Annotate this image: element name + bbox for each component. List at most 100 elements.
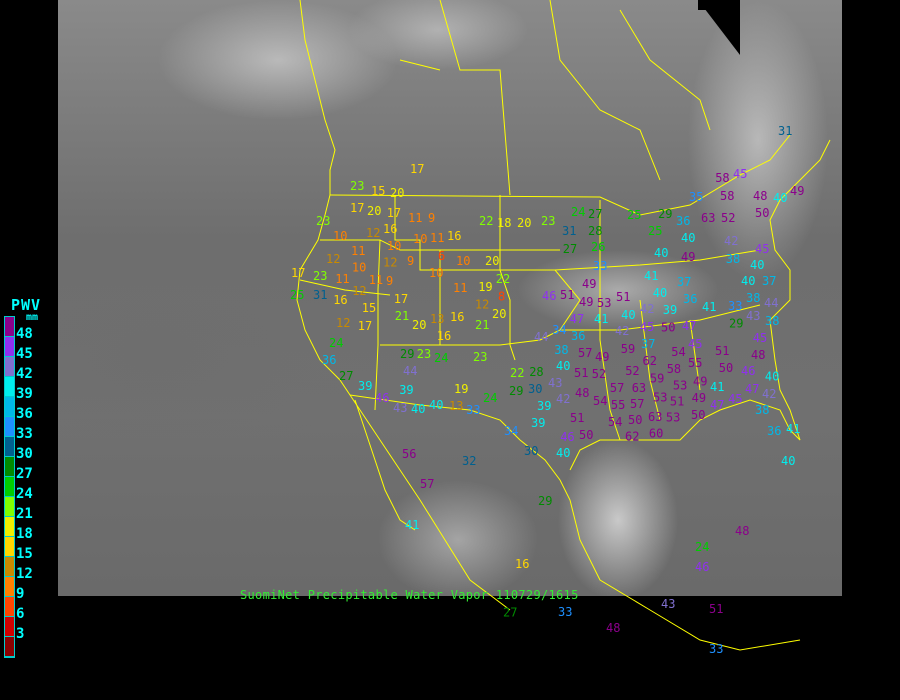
legend-title: PWV [11,296,42,314]
station-pwv-value: 31 [313,288,327,302]
legend-tick: 42 [16,366,33,382]
station-pwv-value: 36 [767,424,781,438]
station-pwv-value: 62 [643,354,657,368]
boundary-line [374,239,381,411]
station-pwv-value: 57 [578,346,592,360]
station-pwv-value: 9 [428,211,435,225]
legend-color-bar [4,316,15,658]
station-pwv-value: 63 [648,410,662,424]
legend-tick: 3 [16,626,25,642]
station-pwv-value: 53 [597,296,611,310]
station-pwv-value: 40 [750,258,764,272]
legend-tick: 30 [16,446,33,462]
station-pwv-value: 41 [702,300,716,314]
station-pwv-value: 51 [715,344,729,358]
legend-tick: 36 [16,406,33,422]
station-pwv-value: 15 [362,301,376,315]
station-pwv-value: 38 [755,403,769,417]
station-pwv-value: 28 [529,365,543,379]
station-pwv-value: 20 [390,186,404,200]
station-pwv-value: 50 [628,413,642,427]
station-pwv-value: 39 [399,383,413,397]
station-pwv-value: 59 [650,372,664,386]
station-pwv-value: 27 [563,242,577,256]
station-pwv-value: 39 [537,399,551,413]
station-pwv-value: 23 [313,269,327,283]
station-pwv-value: 43 [393,401,407,415]
station-pwv-value: 44 [534,330,548,344]
station-pwv-value: 48 [751,348,765,362]
station-pwv-value: 22 [479,214,493,228]
station-pwv-value: 54 [671,345,685,359]
boundary-line [299,0,336,195]
legend-swatch [5,537,14,557]
station-pwv-value: 52 [592,367,606,381]
legend-swatch [5,397,14,417]
station-pwv-value: 57 [630,397,644,411]
station-pwv-value: 25 [290,288,304,302]
station-pwv-value: 49 [692,391,706,405]
station-pwv-value: 42 [724,234,738,248]
station-pwv-value: 38 [765,314,779,328]
station-pwv-value: 53 [653,391,667,405]
political-boundaries [296,0,831,651]
boundary-line [689,319,701,391]
station-pwv-value: 40 [765,370,779,384]
station-pwv-value: 28 [588,224,602,238]
station-pwv-value: 11 [430,231,444,245]
station-pwv-value: 46 [741,364,755,378]
station-pwv-value: 39 [358,379,372,393]
station-pwv-value: 22 [496,272,510,286]
station-pwv-value: 12 [352,284,366,298]
station-pwv-value: 50 [755,206,769,220]
station-pwv-value: 52 [721,211,735,225]
station-pwv-value: 12 [475,298,489,312]
station-pwv-value: 19 [478,280,492,294]
station-pwv-value: 20 [492,307,506,321]
station-pwv-value: 60 [649,427,663,441]
station-pwv-value: 18 [497,216,511,230]
station-pwv-value: 51 [570,411,584,425]
station-pwv-value: 12 [366,226,380,240]
station-pwv-value: 44 [764,296,778,310]
station-pwv-value: 27 [588,207,602,221]
boundary-line [499,195,516,361]
station-pwv-value: 51 [709,602,723,616]
station-pwv-value: 23 [316,214,330,228]
station-pwv-value: 29 [729,317,743,331]
station-pwv-value: 57 [610,381,624,395]
station-pwv-value: 43 [661,597,675,611]
station-pwv-value: 55 [688,356,702,370]
station-pwv-value: 11 [408,211,422,225]
legend-swatch [5,337,14,357]
station-pwv-value: 45 [753,331,767,345]
station-pwv-value: 48 [606,621,620,635]
station-pwv-value: 12 [383,256,397,270]
station-pwv-value: 48 [575,386,589,400]
boundary-line [569,139,831,471]
no-data-region-top [698,0,740,10]
station-pwv-value: 11 [351,244,365,258]
map-caption: SuomiNet Precipitable Water Vapor 110729… [240,588,579,602]
station-pwv-value: 39 [531,416,545,430]
station-pwv-value: 35 [689,190,703,204]
station-pwv-value: 53 [666,411,680,425]
station-pwv-value: 39 [663,303,677,317]
legend-tick: 18 [16,526,33,542]
station-pwv-value: 48 [735,524,749,538]
pwv-legend: PWV mm 48 45 42 39 36 33 30 27 24 21 18 15 12 9 6 3 [4,296,60,658]
legend-tick: 33 [16,426,33,442]
station-pwv-value: 10 [413,232,427,246]
legend-swatch [5,557,14,577]
station-pwv-value: 34 [552,323,566,337]
legend-tick: 27 [16,466,33,482]
station-pwv-value: 42 [640,302,654,316]
station-pwv-value: 49 [693,375,707,389]
station-pwv-value: 48 [753,189,767,203]
legend-tick: 39 [16,386,33,402]
station-pwv-value: 49 [790,184,804,198]
station-pwv-value: 30 [524,444,538,458]
station-pwv-value: 23 [541,214,555,228]
legend-swatch [5,457,14,477]
